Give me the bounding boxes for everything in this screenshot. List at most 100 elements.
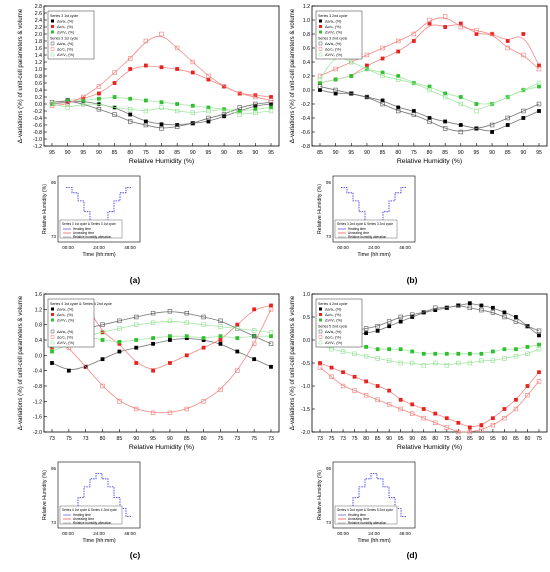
data-point <box>521 108 526 114</box>
y-tick-label: -0.8 <box>33 384 42 390</box>
data-point <box>364 379 369 384</box>
data-point <box>421 407 426 411</box>
inset-legend-label: Annealing time <box>73 517 94 521</box>
data-point <box>474 126 479 131</box>
data-point <box>349 91 354 96</box>
data-point <box>268 108 274 114</box>
data-point <box>235 336 240 340</box>
legend-marker <box>51 318 54 322</box>
data-point <box>128 107 133 112</box>
data-point <box>128 67 133 71</box>
x-tick-label: 85 <box>467 436 473 442</box>
x-tick-label: 85 <box>317 150 323 156</box>
data-point <box>253 94 258 100</box>
x-tick-label: 85 <box>184 436 190 442</box>
x-tick-label: 95 <box>206 150 212 156</box>
data-point <box>117 318 122 324</box>
data-point <box>398 347 403 352</box>
x-tick-label: 73 <box>49 436 55 442</box>
inset-y-label: Relative Humidity (%) <box>317 184 323 234</box>
x-tick-label: 80 <box>159 150 165 156</box>
data-point <box>525 323 530 329</box>
data-point <box>502 407 507 411</box>
x-tick-label: 75 <box>329 436 335 442</box>
y-tick-label: -0.8 <box>33 130 42 136</box>
data-point <box>427 116 432 120</box>
data-point <box>490 422 496 428</box>
data-point <box>375 347 380 352</box>
data-point <box>490 32 494 36</box>
data-point <box>386 402 392 407</box>
x-tick-label: 90 <box>190 150 196 156</box>
data-point <box>380 98 385 103</box>
data-point <box>521 87 526 93</box>
legend-title: Series 3 1st cycle <box>50 14 78 18</box>
inset-x-tick: 48:00 <box>124 245 136 250</box>
inset-y-tick: 73 <box>51 520 57 525</box>
data-point <box>128 56 133 61</box>
inset-y-tick: 73 <box>326 520 332 525</box>
y-tick-label: -2.0 <box>33 430 42 436</box>
data-point <box>221 84 227 89</box>
data-point <box>444 351 449 356</box>
data-point <box>235 322 240 327</box>
inset-legend-label: Annealing time <box>348 231 369 235</box>
x-tick-label: 90 <box>65 150 71 156</box>
legend-marker <box>319 19 322 23</box>
data-point <box>81 94 86 100</box>
data-point <box>218 324 223 329</box>
legend-label: Δa/a₀ (%) <box>57 330 74 334</box>
y-tick-label: -0.4 <box>301 116 310 122</box>
y-tick-label: 1.2 <box>35 60 42 66</box>
data-point <box>201 322 206 327</box>
data-point <box>479 351 484 356</box>
data-point <box>514 315 518 319</box>
legend-label: ΔV/V₀ (%) <box>57 341 75 345</box>
y-tick-label: 0.8 <box>35 323 42 329</box>
inset-x-tick: 24:00 <box>368 531 380 536</box>
legend-title: Series 3 1st cycle <box>50 37 78 41</box>
data-point <box>49 101 55 107</box>
fit-line <box>51 103 272 115</box>
data-point <box>502 310 507 315</box>
data-point <box>479 423 484 427</box>
data-point <box>387 388 392 393</box>
data-point <box>513 406 519 412</box>
data-point <box>206 73 211 79</box>
legend-label: ΔV/V₀ (%) <box>325 319 343 323</box>
inset-x-tick: 00:00 <box>62 531 74 536</box>
inset-x-tick: 00:00 <box>337 531 349 536</box>
inset-x-tick: 48:00 <box>399 245 411 250</box>
data-point <box>143 63 148 68</box>
inset-legend-label: Annealing time <box>348 517 369 521</box>
x-tick-label: 80 <box>100 436 106 442</box>
inset-y-tick: 95 <box>326 180 332 185</box>
y-tick-label: 1.4 <box>35 53 42 59</box>
x-tick-label: 90 <box>133 436 139 442</box>
y-tick-label: -2.0 <box>301 430 310 436</box>
fit-line <box>319 89 540 132</box>
legend-marker <box>318 47 323 51</box>
data-point <box>490 358 496 363</box>
data-point <box>433 420 438 425</box>
legend-marker <box>318 335 323 339</box>
legend-marker <box>50 329 55 334</box>
x-tick-label: 95 <box>348 150 354 156</box>
data-point <box>537 342 541 347</box>
data-point <box>128 96 133 101</box>
x-tick-label: 75 <box>251 436 257 442</box>
data-point <box>363 326 369 331</box>
data-point <box>201 314 206 320</box>
data-point <box>100 338 105 342</box>
inset-x-tick: 00:00 <box>62 245 74 250</box>
data-point <box>411 39 416 43</box>
data-point <box>396 77 401 82</box>
data-point <box>235 349 240 354</box>
x-tick-label: 85 <box>116 436 122 442</box>
data-point <box>112 105 117 110</box>
y-tick-label: 0.4 <box>303 60 310 66</box>
data-point <box>50 349 54 354</box>
data-point <box>474 32 479 36</box>
x-tick-label: 85 <box>380 150 386 156</box>
y-tick-label: -1.6 <box>33 415 42 421</box>
